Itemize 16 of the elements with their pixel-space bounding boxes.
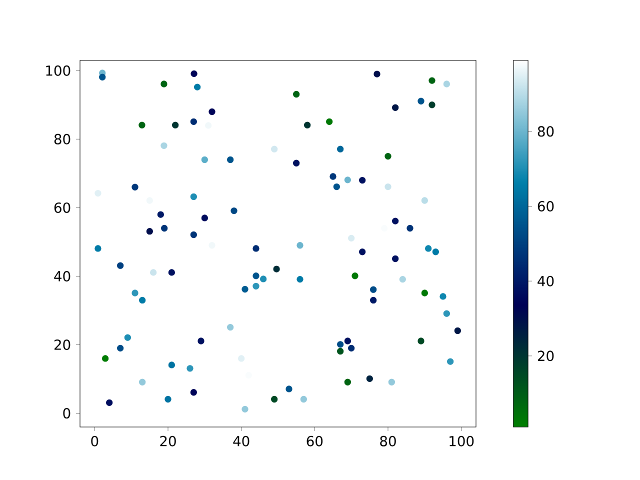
x-tick-label: 80	[380, 436, 396, 446]
color-bar-label: 40	[538, 276, 554, 286]
x-tick-label: 0	[91, 436, 98, 446]
y-tick-label: 80	[54, 134, 70, 144]
y-tick-label: 100	[46, 65, 70, 76]
x-tick-label: 60	[306, 436, 323, 446]
color-bar-label: 80	[538, 126, 554, 137]
y-tick-label: 60	[54, 202, 70, 213]
color-bar-label: 20	[538, 350, 554, 362]
x-tick-label: 20	[160, 436, 176, 446]
y-tick-label: 40	[54, 270, 70, 282]
y-tick-label: 20	[54, 340, 70, 350]
y-tick-label: 0	[63, 408, 70, 419]
x-tick-label: 40	[233, 436, 250, 446]
x-tick-label: 100	[450, 436, 474, 446]
color-bar-label: 60	[538, 201, 554, 212]
